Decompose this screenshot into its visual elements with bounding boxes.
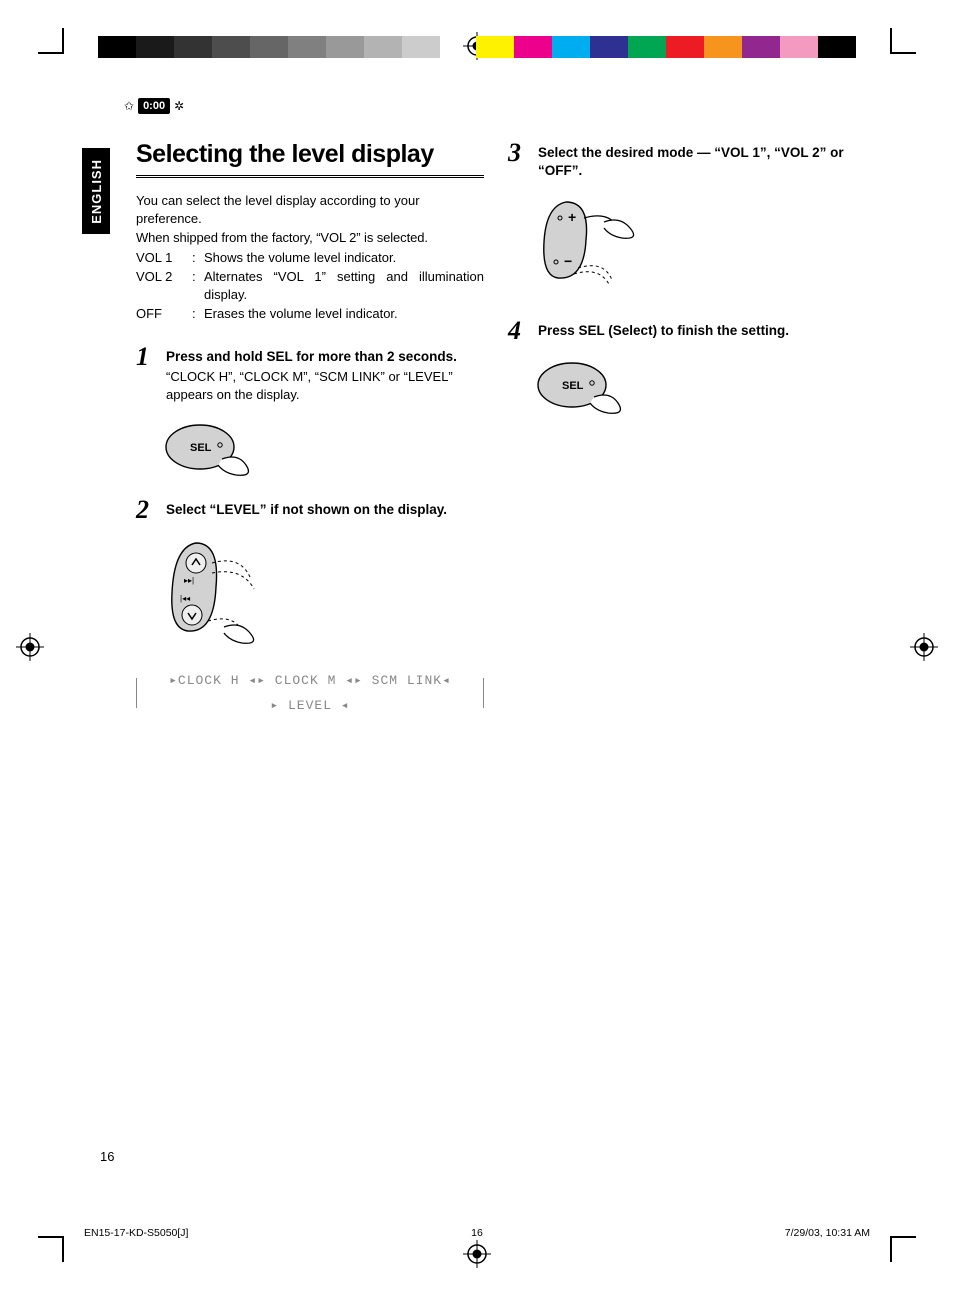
- svg-text:−: −: [564, 253, 572, 269]
- svg-text:▸▸|: ▸▸|: [184, 576, 194, 585]
- svg-text:|◂◂: |◂◂: [180, 594, 190, 603]
- crop-mark-tr: [890, 28, 916, 54]
- def-term: OFF: [136, 304, 192, 324]
- step-4: 4 Press SEL (Select) to finish the setti…: [508, 322, 856, 414]
- step-1: 1 Press and hold SEL for more than 2 sec…: [136, 348, 484, 477]
- step-number: 4: [508, 318, 534, 344]
- page-number: 16: [100, 1149, 114, 1164]
- registration-mark-left: [16, 633, 44, 661]
- language-label: ENGLISH: [89, 159, 104, 224]
- step-head: Select “LEVEL” if not shown on the displ…: [166, 501, 484, 519]
- grayscale-bar: [98, 36, 478, 58]
- clock-badge: ✩ 0:00 ✲: [124, 98, 184, 114]
- footer-left: EN15-17-KD-S5050[J]: [84, 1227, 188, 1239]
- footer-center: 16: [471, 1227, 483, 1239]
- def-desc: Erases the volume level indicator.: [204, 304, 484, 324]
- clock-value: 0:00: [138, 98, 170, 114]
- intro-1: You can select the level display accordi…: [136, 192, 484, 227]
- plusminus-button-figure: + −: [534, 194, 856, 294]
- crop-mark-br: [890, 1236, 916, 1262]
- star-icon: ✩: [124, 99, 134, 113]
- crop-mark-tl: [38, 28, 64, 54]
- crop-mark-bl: [38, 1236, 64, 1262]
- intro-2: When shipped from the factory, “VOL 2” i…: [136, 229, 484, 247]
- step-head: Select the desired mode — “VOL 1”, “VOL …: [538, 144, 856, 180]
- footer-right: 7/29/03, 10:31 AM: [785, 1227, 870, 1239]
- sel-label: SEL: [190, 442, 212, 454]
- def-term: VOL 1: [136, 248, 192, 268]
- gear-icon: ✲: [174, 99, 184, 113]
- step-head: Press and hold SEL for more than 2 secon…: [166, 348, 484, 366]
- color-bar: [476, 36, 856, 58]
- step-3: 3 Select the desired mode — “VOL 1”, “VO…: [508, 144, 856, 294]
- updown-button-figure: ▸▸| |◂◂: [162, 533, 484, 653]
- section-title: Selecting the level display: [136, 140, 484, 178]
- registration-mark-right: [910, 633, 938, 661]
- step-head: Press SEL (Select) to finish the setting…: [538, 322, 856, 340]
- svg-text:+: +: [568, 209, 576, 225]
- menu-sequence: ▸CLOCK H ◂▸ CLOCK M ◂▸ SCM LINK◂ ▸ LEVEL…: [136, 669, 484, 718]
- sel-label: SEL: [562, 380, 584, 392]
- def-term: VOL 2: [136, 267, 192, 304]
- language-tab: ENGLISH: [82, 148, 110, 234]
- step-body: “CLOCK H”, “CLOCK M”, “SCM LINK” or “LEV…: [166, 368, 484, 403]
- def-desc: Alternates “VOL 1” setting and illuminat…: [204, 267, 484, 304]
- registration-mark-bottom: [463, 1240, 491, 1268]
- step-number: 2: [136, 497, 162, 523]
- definition-list: VOL 1: Shows the volume level indicator.…: [136, 248, 484, 324]
- def-desc: Shows the volume level indicator.: [204, 248, 484, 268]
- sel-button-figure: SEL: [162, 417, 484, 477]
- step-number: 1: [136, 344, 162, 370]
- step-number: 3: [508, 140, 534, 166]
- print-footer: EN15-17-KD-S5050[J] 16 7/29/03, 10:31 AM: [84, 1227, 870, 1239]
- sel-button-figure: SEL: [534, 355, 856, 415]
- step-2: 2 Select “LEVEL” if not shown on the dis…: [136, 501, 484, 719]
